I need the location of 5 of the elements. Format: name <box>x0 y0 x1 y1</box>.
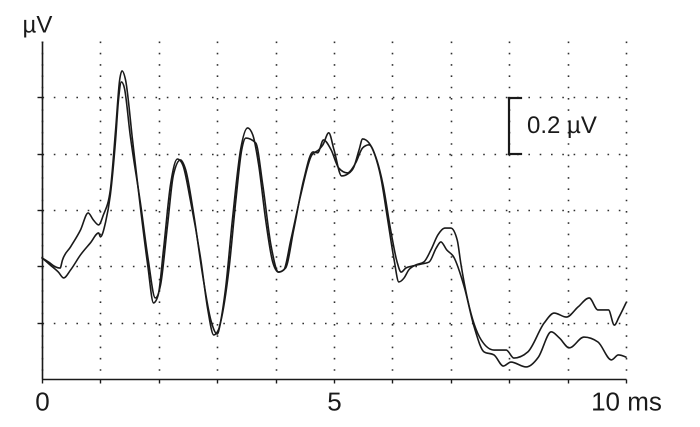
annotation: 0.2 µV <box>527 112 597 139</box>
x-tick-label: 0 <box>35 386 50 416</box>
x-tick-label: 5 <box>327 386 342 416</box>
x-tick-label: 10 ms <box>591 386 662 416</box>
y-axis-title: µV <box>22 12 52 38</box>
